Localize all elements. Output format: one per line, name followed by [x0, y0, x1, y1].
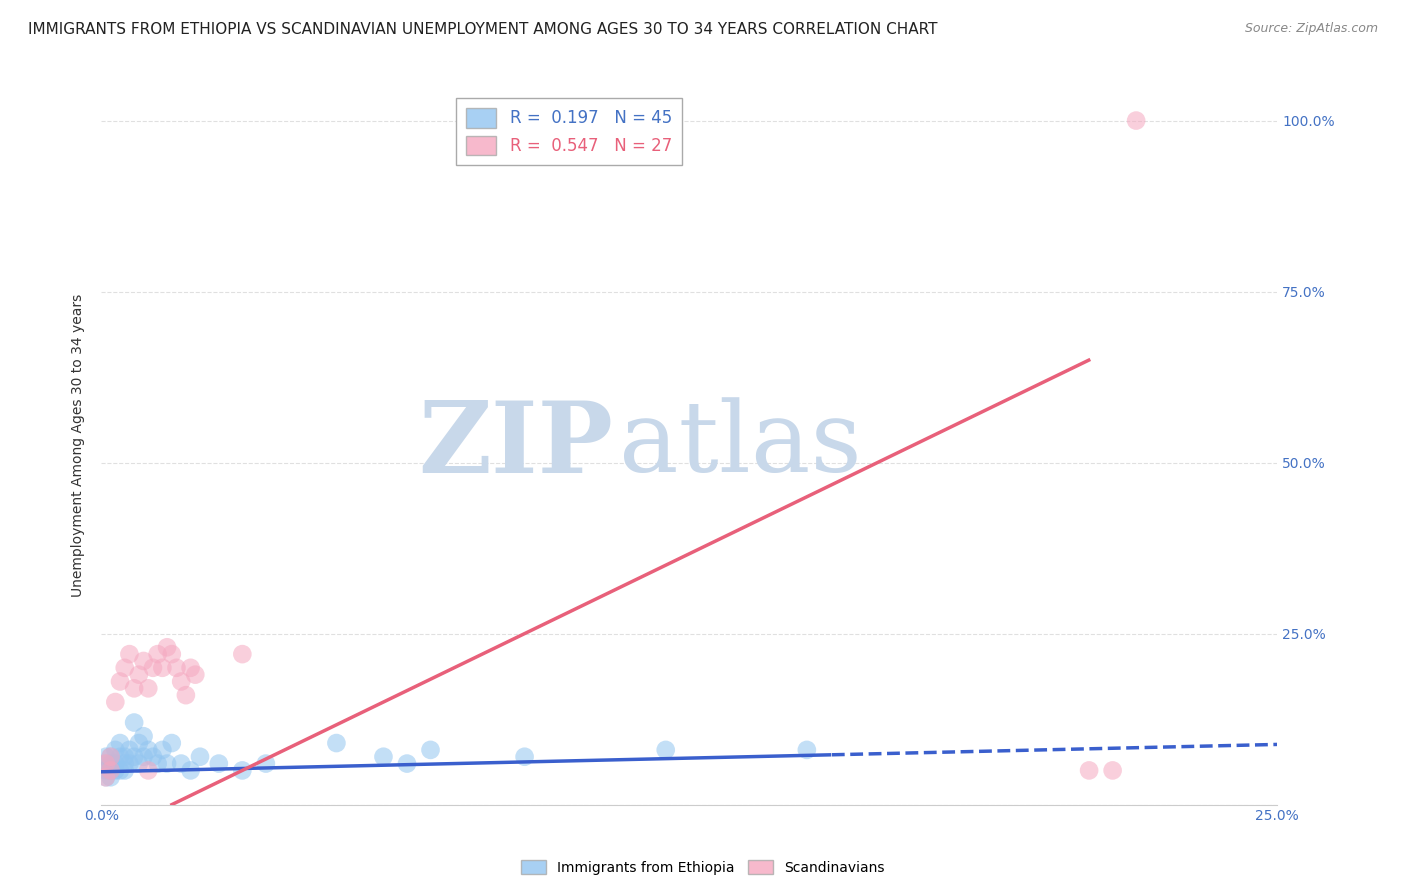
- Point: [100, 749, 122, 764]
- Text: Source: ZipAtlas.com: Source: ZipAtlas.com: [1244, 22, 1378, 36]
- Point: [174, 688, 197, 702]
- Point: [180, 764, 202, 778]
- Point: [231, 647, 253, 661]
- Point: [160, 647, 183, 661]
- Point: [166, 661, 188, 675]
- Point: [114, 756, 136, 771]
- Point: [94, 770, 117, 784]
- Point: [1078, 764, 1101, 778]
- Y-axis label: Unemployment Among Ages 30 to 34 years: Unemployment Among Ages 30 to 34 years: [72, 293, 86, 597]
- Point: [142, 749, 165, 764]
- Point: [104, 695, 127, 709]
- Point: [128, 756, 150, 771]
- Point: [100, 764, 122, 778]
- Point: [100, 764, 122, 778]
- Point: [118, 743, 141, 757]
- Point: [160, 736, 183, 750]
- Point: [118, 756, 141, 771]
- Point: [100, 770, 122, 784]
- Point: [136, 681, 159, 696]
- Point: [231, 764, 253, 778]
- Point: [108, 749, 131, 764]
- Point: [180, 661, 202, 675]
- Point: [94, 749, 117, 764]
- Point: [325, 736, 347, 750]
- Point: [128, 667, 150, 681]
- Point: [156, 756, 179, 771]
- Point: [104, 756, 127, 771]
- Point: [132, 654, 155, 668]
- Point: [513, 749, 536, 764]
- Legend: Immigrants from Ethiopia, Scandinavians: Immigrants from Ethiopia, Scandinavians: [516, 855, 890, 880]
- Legend: R =  0.197   N = 45, R =  0.547   N = 27: R = 0.197 N = 45, R = 0.547 N = 27: [457, 98, 682, 165]
- Point: [132, 729, 155, 743]
- Point: [94, 756, 117, 771]
- Point: [114, 749, 136, 764]
- Point: [184, 667, 207, 681]
- Point: [94, 756, 117, 771]
- Point: [94, 770, 117, 784]
- Point: [118, 647, 141, 661]
- Point: [128, 736, 150, 750]
- Point: [156, 640, 179, 655]
- Point: [150, 661, 173, 675]
- Point: [132, 749, 155, 764]
- Point: [114, 764, 136, 778]
- Point: [122, 749, 145, 764]
- Point: [136, 743, 159, 757]
- Point: [419, 743, 441, 757]
- Text: atlas: atlas: [619, 398, 862, 493]
- Point: [94, 764, 117, 778]
- Point: [170, 674, 193, 689]
- Point: [122, 715, 145, 730]
- Point: [1101, 764, 1123, 778]
- Point: [104, 764, 127, 778]
- Point: [100, 764, 122, 778]
- Text: IMMIGRANTS FROM ETHIOPIA VS SCANDINAVIAN UNEMPLOYMENT AMONG AGES 30 TO 34 YEARS : IMMIGRANTS FROM ETHIOPIA VS SCANDINAVIAN…: [28, 22, 938, 37]
- Point: [1125, 113, 1147, 128]
- Point: [108, 764, 131, 778]
- Point: [188, 749, 211, 764]
- Point: [373, 749, 395, 764]
- Point: [170, 756, 193, 771]
- Point: [100, 749, 122, 764]
- Point: [104, 743, 127, 757]
- Point: [114, 661, 136, 675]
- Point: [208, 756, 231, 771]
- Point: [100, 756, 122, 771]
- Point: [136, 764, 159, 778]
- Point: [395, 756, 418, 771]
- Point: [146, 647, 169, 661]
- Point: [654, 743, 676, 757]
- Point: [146, 756, 169, 771]
- Point: [108, 674, 131, 689]
- Point: [796, 743, 818, 757]
- Point: [108, 736, 131, 750]
- Text: ZIP: ZIP: [418, 397, 613, 494]
- Point: [122, 681, 145, 696]
- Point: [142, 661, 165, 675]
- Point: [150, 743, 173, 757]
- Point: [254, 756, 277, 771]
